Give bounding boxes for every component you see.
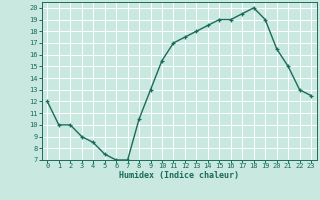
X-axis label: Humidex (Indice chaleur): Humidex (Indice chaleur) — [119, 171, 239, 180]
